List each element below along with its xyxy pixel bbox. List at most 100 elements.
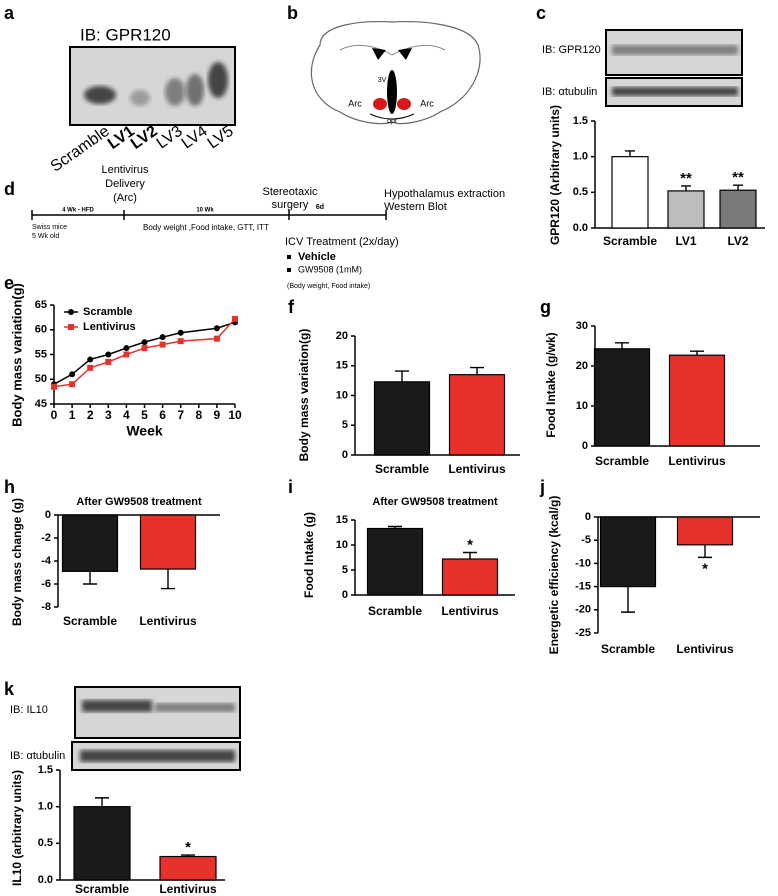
y-tick-label: 1.5 <box>38 764 53 776</box>
y-tick-label: -5 <box>581 534 591 546</box>
third-ventricle <box>387 70 397 114</box>
y-tick-label: -15 <box>575 581 591 593</box>
group: GW9508 (1mM) <box>298 264 362 274</box>
y-axis-title: IL10 (arbitrary units) <box>10 770 24 886</box>
x-tick-label: Lentivirus <box>441 604 499 618</box>
error-bar <box>161 569 175 590</box>
bar <box>593 348 651 447</box>
bar <box>61 514 119 572</box>
measures: Body weight ,Food intake, GTT, ITT <box>143 223 269 232</box>
y-axis-title: Energetic efficiency (kcal/g) <box>547 496 561 655</box>
ventricle <box>372 48 412 60</box>
marker <box>177 329 184 336</box>
y-tick-label: 60 <box>35 324 47 336</box>
y-tick-label: 0.0 <box>38 874 53 886</box>
y-tick-label: 1.0 <box>573 151 588 163</box>
period-label: 10 Wk <box>196 208 214 214</box>
annotation: * <box>185 839 191 856</box>
band <box>82 700 152 712</box>
y-tick-label: 10 <box>576 400 588 412</box>
bar <box>159 855 217 881</box>
bar <box>139 514 197 570</box>
blot-label: IB: αtubulin <box>542 86 597 98</box>
event-label: (Arc) <box>113 192 137 204</box>
x-tick-label: Lentivirus <box>159 882 217 896</box>
optic-chiasm <box>369 113 415 120</box>
y-tick-label: 55 <box>35 348 47 360</box>
x-tick-label: Lentivirus <box>139 614 197 628</box>
brain-diagram: 3V Arc Arc opt <box>310 21 481 125</box>
blots-c: IB: GPR120 IB: αtubulin <box>542 29 743 107</box>
panel-label: j <box>539 477 545 497</box>
panel-label: g <box>540 297 551 317</box>
band <box>165 78 185 106</box>
y-tick-label: 0 <box>342 449 348 461</box>
x-tick-label: Lentivirus <box>676 642 734 656</box>
event-label: Lentivirus <box>101 164 149 176</box>
y-tick-label: -6 <box>41 578 51 590</box>
panel-label: f <box>288 297 295 317</box>
x-tick-label: Scramble <box>368 604 422 618</box>
x-tick-label: 7 <box>177 408 184 422</box>
bar <box>667 190 705 229</box>
band <box>80 750 235 762</box>
annotation: * <box>702 560 708 577</box>
y-tick-label: -20 <box>575 604 591 616</box>
y-tick-label: 30 <box>576 320 588 332</box>
error-bar <box>625 150 635 157</box>
event-label: Delivery <box>105 178 145 190</box>
bar <box>373 381 431 456</box>
x-tick-label: 10 <box>228 408 242 422</box>
y-tick-label: 0 <box>585 511 591 523</box>
band <box>130 90 150 106</box>
panel-label: e <box>4 273 14 293</box>
event-label: surgery <box>272 199 309 211</box>
y-tick-label: 20 <box>336 330 348 342</box>
start-label: 5 Wk old <box>32 233 59 240</box>
blot-label: IB: αtubulin <box>10 750 65 762</box>
y-tick-label: 45 <box>35 398 47 410</box>
error-bar <box>388 525 402 529</box>
band <box>186 74 204 106</box>
diagram-label: Arc <box>348 98 362 108</box>
y-tick-label: 0 <box>45 509 51 521</box>
y-tick-label: 50 <box>35 373 47 385</box>
error-bar <box>621 586 635 613</box>
error-bar <box>698 544 712 559</box>
y-tick-label: -25 <box>575 627 591 639</box>
arc-nucleus <box>397 98 411 110</box>
blot <box>69 46 236 126</box>
legend-label: Lentivirus <box>83 321 136 333</box>
chart: 0.0 0.5 1.0 1.5 IL10 (arbitrary units) Scramb… <box>10 764 225 896</box>
marker <box>69 371 76 378</box>
legend-label: Scramble <box>83 306 133 318</box>
y-tick-label: 10 <box>336 389 348 401</box>
blot <box>74 686 241 739</box>
y-tick-label: 1.5 <box>573 115 588 127</box>
legend-marker <box>68 309 74 315</box>
x-tick-label: 2 <box>87 408 94 422</box>
period-label: 4 Wk - HFD <box>62 208 94 214</box>
chart-title: After GW9508 treatment <box>372 496 498 508</box>
error-bar <box>463 551 477 559</box>
bullet <box>287 255 291 259</box>
y-axis-title: Body mass variation(g) <box>9 283 24 427</box>
chart: 0 10 20 30 Food Intake (g/wk) Scramble Lentivi… <box>544 320 760 468</box>
band <box>612 87 738 96</box>
line <box>53 321 236 385</box>
bar <box>719 189 757 229</box>
bar <box>599 516 657 588</box>
chart: 0 5 10 15 Food Intake (g) After GW9508 treatm… <box>302 496 515 618</box>
chart: 0.0 0.5 1.0 1.5 GPR120 (Arbitrary units) Scra… <box>548 105 765 248</box>
y-axis-title: Body mass change (g) <box>10 498 24 626</box>
event-label: Stereotaxic <box>262 186 318 198</box>
y-tick-label: 10 <box>336 539 348 551</box>
blots-k: IB: IL10 IB: αtubulin <box>10 686 241 771</box>
x-tick-label: 0 <box>51 408 58 422</box>
y-tick-label: 0.0 <box>573 222 588 234</box>
y-tick-label: 0 <box>342 589 348 601</box>
blot-title: IB: GPR120 <box>80 25 171 44</box>
y-axis-title: Body mass variation(g) <box>297 329 311 462</box>
y-axis-title: Food Intake (g) <box>302 512 316 598</box>
